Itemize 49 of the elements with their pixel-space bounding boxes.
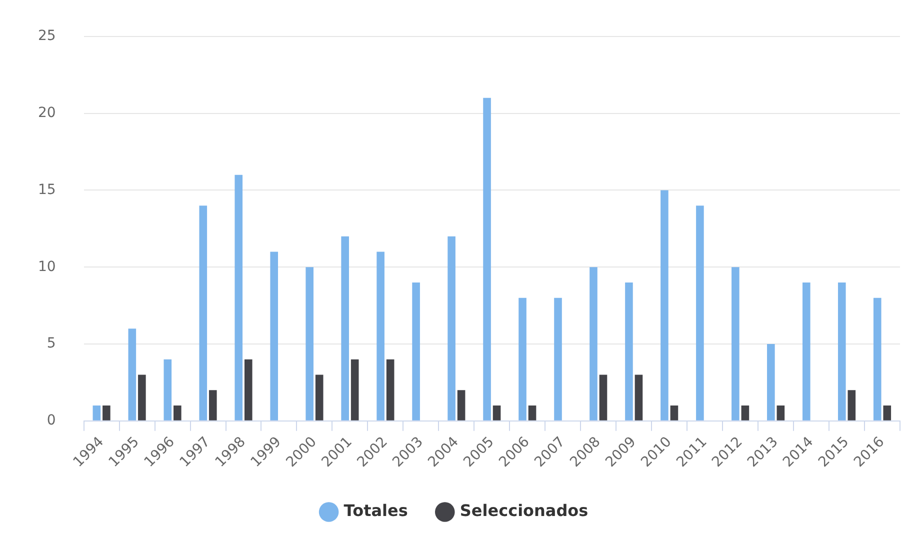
bar [848,390,856,420]
bar [776,406,785,420]
bar [483,98,491,420]
bar [670,406,678,420]
bar [741,406,750,420]
bar [315,374,324,420]
bar [208,390,217,420]
bar [732,267,740,420]
bar [386,359,394,420]
bar [554,298,562,420]
bar [199,206,208,420]
bar [518,298,526,420]
bar [128,328,136,420]
bar [376,252,384,420]
bar [634,374,643,420]
y-tick-label: 25 [38,28,56,44]
bar [244,359,252,420]
y-tick-label: 5 [46,336,56,352]
bar [802,282,810,420]
bar [138,374,146,420]
legend-label: Totales [344,501,408,520]
bar [174,406,182,420]
legend-label: Seleccionados [460,501,588,520]
y-tick-label: 0 [46,412,56,429]
bar [102,406,110,420]
bar [883,406,892,420]
bar [625,282,633,420]
bar [599,374,608,420]
bar [590,267,598,420]
bar [341,236,349,420]
bar [92,406,101,420]
bar [660,190,668,420]
bar [412,282,420,420]
bar [696,206,704,420]
y-tick-label: 10 [38,258,56,275]
bar [492,406,501,420]
bar [350,359,359,420]
y-tick-label: 20 [38,104,56,121]
bar [528,406,536,420]
bar [457,390,466,420]
bar [306,267,314,420]
bar [448,236,456,420]
bar [164,359,172,420]
bar [270,252,278,420]
bar [873,298,882,420]
y-tick-label: 15 [38,182,56,198]
bar [838,282,846,420]
bar [234,174,243,420]
bar [767,344,775,420]
